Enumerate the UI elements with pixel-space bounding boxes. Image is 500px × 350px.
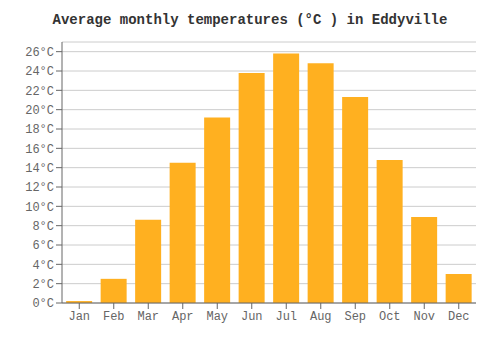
svg-text:Jul: Jul (275, 310, 297, 324)
svg-text:22°C: 22°C (25, 85, 54, 99)
svg-text:16°C: 16°C (25, 143, 54, 157)
svg-text:6°C: 6°C (32, 239, 54, 253)
svg-text:2°C: 2°C (32, 278, 54, 292)
svg-text:Mar: Mar (137, 310, 159, 324)
svg-text:26°C: 26°C (25, 46, 54, 60)
svg-text:24°C: 24°C (25, 65, 54, 79)
svg-text:8°C: 8°C (32, 220, 54, 234)
svg-text:Jun: Jun (241, 310, 263, 324)
svg-text:Aug: Aug (310, 310, 332, 324)
svg-text:0°C: 0°C (32, 297, 54, 311)
svg-text:Sep: Sep (344, 310, 366, 324)
svg-text:10°C: 10°C (25, 201, 54, 215)
svg-text:Nov: Nov (413, 310, 435, 324)
svg-text:18°C: 18°C (25, 123, 54, 137)
svg-text:20°C: 20°C (25, 104, 54, 118)
svg-text:14°C: 14°C (25, 162, 54, 176)
svg-text:May: May (206, 310, 228, 324)
svg-text:Oct: Oct (379, 310, 401, 324)
svg-text:12°C: 12°C (25, 181, 54, 195)
svg-text:4°C: 4°C (32, 259, 54, 273)
html-text:Average monthly temperatures (: Average monthly temperatures (°C ) in Ed… (52, 12, 448, 28)
svg-text:Feb: Feb (103, 310, 125, 324)
svg-text:Jan: Jan (68, 310, 90, 324)
svg-text:Dec: Dec (448, 310, 470, 324)
svg-text:Apr: Apr (172, 310, 194, 324)
